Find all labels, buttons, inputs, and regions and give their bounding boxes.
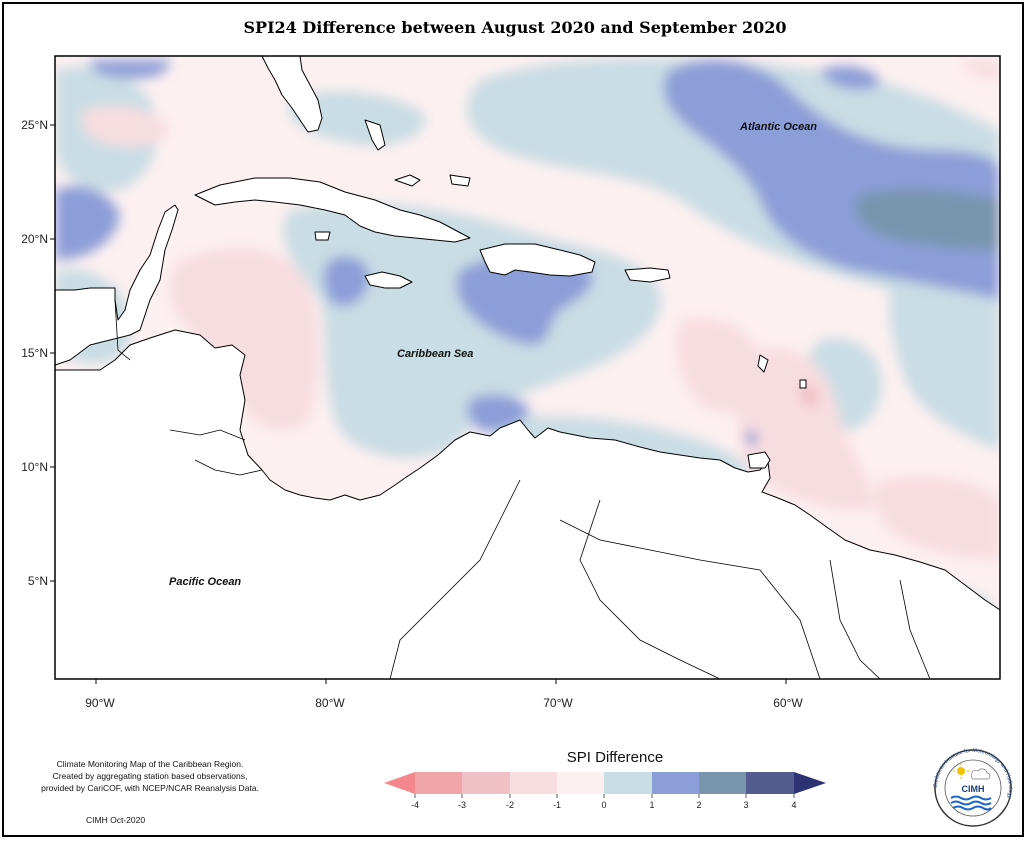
legend-tick-label: 2: [696, 800, 701, 810]
lat-label-10n: 10°N: [21, 460, 48, 474]
legend-tick-label: -4: [411, 800, 419, 810]
legend-tick-label: 1: [649, 800, 654, 810]
field-1-2-nw: [90, 60, 170, 79]
label-caribbean-sea: Caribbean Sea: [397, 348, 473, 360]
note-line: Created by aggregating station based obs…: [52, 771, 248, 781]
map-description-note: Climate Monitoring Map of the Caribbean …: [30, 758, 270, 794]
field-1-2-jamaica: [323, 256, 370, 307]
coastlines: [55, 56, 1000, 679]
cloud-icon: [971, 768, 991, 780]
label-pacific-ocean: Pacific Ocean: [169, 576, 241, 588]
sun-rays-icon: [953, 763, 969, 779]
longitude-labels: 90°W 80°W 70°W 60°W: [85, 696, 803, 710]
field-1-2-ne: [820, 65, 880, 90]
legend-swatch-3: [746, 772, 794, 794]
field-1-2-west: [55, 186, 120, 260]
legend-tick-label: -3: [458, 800, 466, 810]
legend-swatch-m4: [415, 772, 462, 794]
field-0-1-atl-right: [889, 256, 1000, 450]
borders: [114, 299, 931, 679]
field-2-3-atlantic: [855, 189, 1000, 250]
legend-swatch-below-min: [384, 772, 415, 794]
lat-label-25n: 25°N: [21, 118, 48, 132]
lon-label-90w: 90°W: [85, 696, 115, 710]
latitude-labels: 25°N 20°N 15°N 10°N 5°N: [21, 118, 48, 588]
waves-icon: [950, 795, 992, 811]
note-line: Climate Monitoring Map of the Caribbean …: [56, 759, 244, 769]
label-atlantic-ocean: Atlantic Ocean: [739, 121, 817, 133]
logo-name: CIMH: [962, 784, 985, 794]
lat-label-5n: 5°N: [28, 574, 48, 588]
legend-swatch-m2: [510, 772, 557, 794]
land-jamaica: [364, 271, 413, 289]
land-cuba: [194, 177, 471, 243]
legend-colorbar: [384, 772, 826, 794]
legend-tick-label: 3: [743, 800, 748, 810]
lat-label-15n: 15°N: [21, 346, 48, 360]
land-bahamas-2: [394, 174, 421, 187]
land-barbados: [799, 379, 807, 389]
land-florida: [261, 56, 323, 133]
land-martinique: [757, 354, 769, 373]
legend-swatch-m1: [557, 772, 604, 794]
field-neg-small: [799, 383, 819, 408]
field-1-2-small: [746, 429, 758, 447]
legend-tick-label: 4: [791, 800, 796, 810]
plot-border: [54, 55, 1001, 680]
field-neg-gulf: [82, 106, 170, 147]
field-neg-east: [873, 476, 1000, 560]
lat-label-20n: 20°N: [21, 232, 48, 246]
legend-title: SPI Difference: [566, 749, 664, 766]
field-1-2-hispaniola: [456, 253, 593, 345]
axis-ticks: [50, 124, 787, 684]
legend-swatch-above-max: [794, 772, 826, 794]
legend-ticks: [414, 794, 795, 798]
legend-tick-label: -2: [506, 800, 514, 810]
lon-label-80w: 80°W: [315, 696, 345, 710]
land-bahamas-1: [364, 119, 386, 151]
land-central-america: [55, 329, 1000, 679]
legend-tick-labels: -4 -3 -2 -1 0 1 2 3 4: [411, 800, 797, 810]
lon-label-60w: 60°W: [773, 696, 803, 710]
field-0-1-bahamas: [288, 91, 426, 146]
note-line: provided by CariCOF, with NCEP/NCAR Rean…: [41, 783, 259, 793]
land-puerto-rico: [624, 267, 671, 283]
lon-label-70w: 70°W: [543, 696, 573, 710]
cimh-logo: Caribbean Institute for Meteorology and …: [933, 748, 1013, 827]
field-neg-central-america: [168, 247, 320, 431]
land-isle-youth: [314, 231, 331, 241]
legend-swatch-0: [604, 772, 652, 794]
sun-icon: [957, 767, 965, 775]
field-neg-atl-corner: [960, 60, 1000, 80]
land-hispaniola: [479, 243, 596, 277]
legend-tick-label: -1: [553, 800, 561, 810]
legend-swatch-1: [652, 772, 699, 794]
credit-text: CIMH Oct-2020: [86, 815, 146, 825]
legend-swatch-2: [699, 772, 746, 794]
map-title: SPI24 Difference between August 2020 and…: [243, 18, 787, 37]
legend-tick-label: 0: [601, 800, 606, 810]
land-trinidad: [747, 451, 771, 469]
legend-swatch-m3: [462, 772, 510, 794]
field-neg-trinidad: [736, 348, 873, 511]
land-bahamas-3: [449, 174, 471, 187]
